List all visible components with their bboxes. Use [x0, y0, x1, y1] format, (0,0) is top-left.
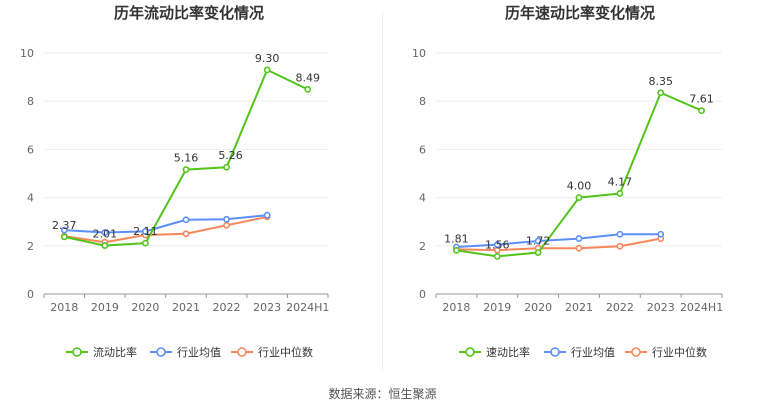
- legend-item[interactable]: 行业均值: [544, 346, 615, 359]
- series-line: [456, 237, 661, 252]
- data-label: 8.35: [648, 75, 673, 88]
- data-label: 5.26: [218, 149, 243, 162]
- legend-marker: [237, 347, 247, 357]
- legend-item[interactable]: 流动比率: [66, 345, 137, 359]
- legend-marker: [465, 347, 475, 357]
- data-point[interactable]: [493, 241, 501, 248]
- data-point[interactable]: [575, 244, 583, 252]
- data-label: 2.37: [52, 219, 77, 232]
- x-tick-label: 2022: [606, 301, 634, 314]
- y-tick-label: 2: [419, 240, 426, 253]
- data-point[interactable]: [263, 211, 271, 219]
- legend-label: 速动比率: [486, 345, 530, 359]
- legend-marker: [631, 347, 641, 357]
- y-tick-label: 2: [27, 240, 34, 253]
- x-tick-label: 2024H1: [286, 301, 329, 314]
- data-point[interactable]: [60, 233, 68, 241]
- data-point[interactable]: [657, 89, 665, 97]
- source-label: 数据来源：恒生聚源: [328, 386, 436, 401]
- legend-item[interactable]: 行业中位数: [625, 345, 707, 359]
- legend-marker: [156, 347, 166, 357]
- data-point[interactable]: [534, 249, 542, 256]
- data-point[interactable]: [223, 221, 230, 229]
- data-point[interactable]: [101, 242, 109, 249]
- chart-panel-current-ratio: 历年流动比率变化情况 0 2 4 6 8 10 2018 2019 2020 2021 2022 202…: [20, 4, 329, 359]
- x-tick-label: 2020: [131, 301, 159, 314]
- series-line: [64, 215, 268, 244]
- x-tick-label: 2023: [253, 301, 281, 314]
- legend-item[interactable]: 速动比率: [459, 345, 530, 359]
- x-tick-label: 2019: [91, 301, 119, 314]
- x-tick-label: 2020: [524, 301, 552, 314]
- data-label: 1.72: [526, 235, 551, 248]
- y-tick-label: 0: [27, 288, 34, 301]
- data-point[interactable]: [534, 237, 542, 245]
- data-label: 9.30: [255, 52, 280, 65]
- x-tick-label: 2021: [172, 301, 200, 314]
- y-tick-label: 6: [419, 143, 426, 156]
- data-point[interactable]: [616, 242, 624, 250]
- data-label: 2.01: [93, 228, 118, 241]
- legend-label: 行业均值: [571, 346, 615, 359]
- legend-item[interactable]: 行业中位数: [231, 345, 313, 359]
- legend-marker: [550, 347, 560, 357]
- data-point[interactable]: [304, 85, 312, 93]
- data-point[interactable]: [263, 66, 271, 74]
- data-label: 4.00: [567, 180, 592, 193]
- data-point[interactable]: [223, 215, 230, 223]
- data-point[interactable]: [698, 107, 705, 114]
- data-point[interactable]: [101, 229, 109, 236]
- y-tick-label: 10: [412, 47, 426, 60]
- data-point[interactable]: [142, 239, 149, 247]
- y-tick-label: 10: [20, 47, 34, 60]
- x-tick-label: 2018: [50, 301, 78, 314]
- x-tick-label: 2023: [647, 301, 675, 314]
- data-point[interactable]: [453, 246, 460, 254]
- data-point[interactable]: [223, 163, 230, 171]
- data-point[interactable]: [182, 230, 190, 238]
- data-label: 1.56: [485, 238, 510, 251]
- data-point[interactable]: [616, 190, 624, 197]
- data-label: 4.17: [608, 176, 633, 189]
- y-tick-label: 8: [419, 95, 426, 108]
- data-point[interactable]: [60, 226, 68, 234]
- x-tick-label: 2019: [483, 301, 511, 314]
- series-line: [456, 233, 661, 249]
- data-point[interactable]: [493, 253, 501, 260]
- x-tick-label: 2018: [442, 301, 470, 314]
- data-label: 8.49: [295, 71, 320, 84]
- data-point[interactable]: [575, 194, 583, 201]
- data-label: 7.61: [689, 93, 714, 106]
- chart-title: 历年流动比率变化情况: [114, 4, 264, 22]
- data-label: 1.81: [444, 232, 469, 245]
- legend-item[interactable]: 行业均值: [150, 346, 221, 359]
- data-point[interactable]: [182, 166, 190, 174]
- y-tick-label: 6: [27, 143, 34, 156]
- data-point[interactable]: [182, 216, 190, 224]
- data-point[interactable]: [616, 230, 624, 238]
- y-tick-label: 4: [419, 192, 426, 205]
- data-label: 2.11: [133, 225, 158, 238]
- legend-label: 行业中位数: [652, 345, 707, 359]
- legend-label: 流动比率: [93, 345, 137, 359]
- series-line: [64, 214, 268, 234]
- series-line: [456, 91, 702, 258]
- data-label: 5.16: [174, 152, 199, 165]
- y-tick-label: 0: [419, 288, 426, 301]
- data-point[interactable]: [142, 227, 149, 235]
- y-tick-label: 4: [27, 192, 34, 205]
- x-tick-label: 2022: [213, 301, 241, 314]
- chart-panel-quick-ratio: 历年速动比率变化情况 0 2 4 6 8 10 2018 2019 2020 2021 2022 202…: [412, 4, 723, 359]
- chart-title: 历年速动比率变化情况: [505, 4, 655, 22]
- x-tick-label: 2021: [565, 301, 593, 314]
- y-tick-label: 8: [27, 95, 34, 108]
- legend-label: 行业中位数: [258, 345, 313, 359]
- legend-marker: [72, 347, 82, 357]
- data-point[interactable]: [575, 235, 583, 242]
- x-tick-label: 2024H1: [680, 301, 723, 314]
- legend-label: 行业均值: [177, 346, 221, 359]
- data-point[interactable]: [657, 230, 665, 238]
